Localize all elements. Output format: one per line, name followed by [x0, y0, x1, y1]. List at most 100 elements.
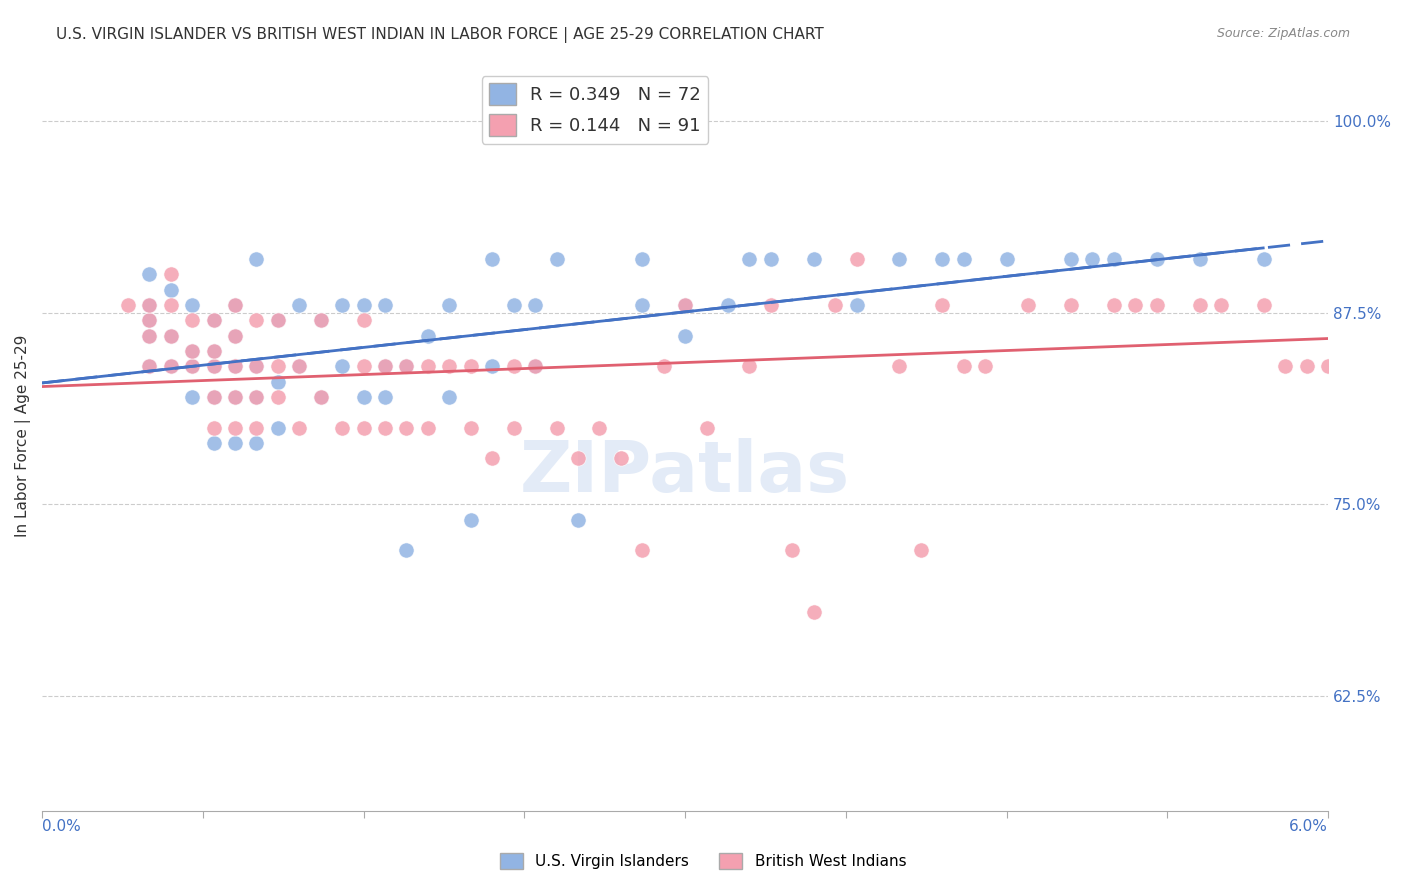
Point: [481, 359, 503, 374]
Point: [138, 298, 160, 312]
Point: [952, 252, 974, 266]
Point: [374, 359, 396, 374]
Point: [1317, 359, 1340, 374]
Point: [439, 298, 461, 312]
Point: [224, 359, 246, 374]
Point: [395, 421, 418, 435]
Point: [395, 359, 418, 374]
Point: [288, 298, 311, 312]
Point: [267, 421, 290, 435]
Point: [224, 359, 246, 374]
Text: U.S. VIRGIN ISLANDER VS BRITISH WEST INDIAN IN LABOR FORCE | AGE 25-29 CORRELATI: U.S. VIRGIN ISLANDER VS BRITISH WEST IND…: [56, 27, 824, 43]
Point: [631, 543, 654, 558]
Point: [696, 421, 718, 435]
Point: [673, 298, 696, 312]
Point: [652, 359, 675, 374]
Point: [803, 605, 825, 619]
Point: [138, 359, 160, 374]
Point: [245, 421, 267, 435]
Point: [1253, 298, 1275, 312]
Point: [524, 359, 547, 374]
Point: [202, 390, 225, 404]
Point: [1102, 298, 1125, 312]
Point: [353, 390, 375, 404]
Point: [1381, 298, 1403, 312]
Point: [1146, 252, 1168, 266]
Point: [1295, 359, 1317, 374]
Point: [717, 298, 740, 312]
Point: [159, 359, 181, 374]
Point: [1060, 252, 1083, 266]
Point: [224, 390, 246, 404]
Point: [502, 298, 524, 312]
Point: [267, 313, 290, 327]
Point: [245, 390, 267, 404]
Point: [460, 421, 482, 435]
Point: [138, 328, 160, 343]
Point: [416, 359, 439, 374]
Point: [309, 313, 332, 327]
Point: [181, 344, 204, 359]
Point: [1209, 298, 1232, 312]
Point: [245, 436, 267, 450]
Point: [1017, 298, 1039, 312]
Point: [845, 252, 868, 266]
Point: [181, 344, 204, 359]
Point: [181, 390, 204, 404]
Point: [931, 252, 953, 266]
Point: [481, 252, 503, 266]
Point: [1274, 359, 1296, 374]
Point: [288, 359, 311, 374]
Point: [374, 390, 396, 404]
Point: [353, 359, 375, 374]
Point: [309, 313, 332, 327]
Text: ZIPatlas: ZIPatlas: [520, 439, 851, 508]
Point: [546, 252, 568, 266]
Point: [267, 313, 290, 327]
Point: [673, 328, 696, 343]
Point: [330, 359, 353, 374]
Point: [738, 252, 761, 266]
Point: [1360, 298, 1382, 312]
Point: [353, 298, 375, 312]
Point: [910, 543, 932, 558]
Point: [309, 390, 332, 404]
Point: [159, 283, 181, 297]
Point: [395, 543, 418, 558]
Point: [416, 328, 439, 343]
Point: [224, 436, 246, 450]
Point: [546, 421, 568, 435]
Point: [502, 421, 524, 435]
Point: [138, 328, 160, 343]
Point: [374, 359, 396, 374]
Point: [460, 513, 482, 527]
Point: [1060, 298, 1083, 312]
Point: [224, 298, 246, 312]
Text: Source: ZipAtlas.com: Source: ZipAtlas.com: [1216, 27, 1350, 40]
Point: [524, 359, 547, 374]
Legend: U.S. Virgin Islanders, British West Indians: U.S. Virgin Islanders, British West Indi…: [494, 847, 912, 875]
Point: [1102, 252, 1125, 266]
Point: [288, 421, 311, 435]
Point: [267, 390, 290, 404]
Point: [738, 359, 761, 374]
Point: [202, 359, 225, 374]
Point: [502, 359, 524, 374]
Point: [224, 390, 246, 404]
Point: [224, 298, 246, 312]
Point: [803, 252, 825, 266]
Point: [330, 421, 353, 435]
Point: [952, 359, 974, 374]
Point: [309, 390, 332, 404]
Point: [159, 359, 181, 374]
Point: [1188, 252, 1211, 266]
Point: [416, 421, 439, 435]
Text: 0.0%: 0.0%: [42, 819, 82, 834]
Y-axis label: In Labor Force | Age 25-29: In Labor Force | Age 25-29: [15, 334, 31, 537]
Point: [1339, 359, 1361, 374]
Point: [889, 359, 911, 374]
Point: [931, 298, 953, 312]
Point: [288, 359, 311, 374]
Point: [202, 313, 225, 327]
Point: [439, 390, 461, 404]
